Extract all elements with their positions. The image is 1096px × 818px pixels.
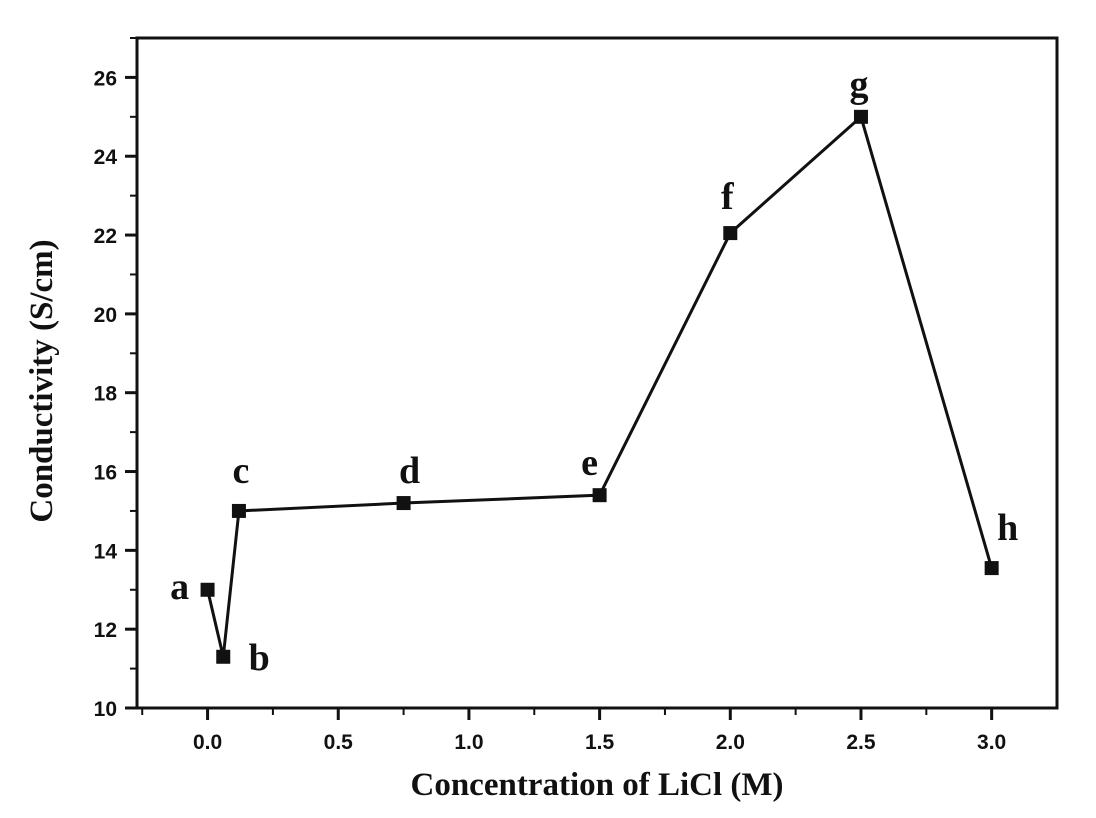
point-label: e [581,442,598,484]
point-label: g [849,64,868,106]
data-point-marker [723,226,738,241]
y-tick-label: 10 [94,698,117,721]
y-tick-label: 22 [94,225,117,248]
y-tick-label: 16 [94,462,117,485]
data-point-marker [216,649,231,664]
x-tick-label: 3.0 [977,731,1006,754]
x-axis-title: Concentration of LiCl (M) [410,767,783,803]
data-point-marker [231,503,246,518]
plot-frame [135,36,1059,710]
y-tick-label: 26 [94,67,117,90]
x-tick-label: 2.0 [716,731,745,754]
y-axis-title: Conductivity (S/cm) [24,239,60,522]
y-axis: 10 12 14 16 18 20 22 24 26 [94,37,137,721]
point-label: h [997,507,1018,549]
data-point-marker [853,109,868,124]
point-label: a [170,566,189,608]
x-tick-label: 1.0 [454,731,483,754]
x-tick-label: 0.5 [324,731,354,754]
data-point-marker [200,582,215,597]
x-tick-label: 2.5 [846,731,876,754]
point-label: b [249,637,270,679]
point-label: c [232,450,249,492]
y-tick-label: 24 [94,146,118,169]
point-label: d [399,450,420,492]
x-tick-label: 0.0 [193,731,222,754]
data-series: a b c d e f g h [170,64,1018,679]
y-tick-label: 20 [94,304,117,327]
series-line [206,114,994,658]
data-point-marker [984,561,999,576]
y-tick-label: 12 [94,619,117,642]
y-tick-label: 14 [94,540,118,563]
x-axis: 0.0 0.5 1.0 1.5 2.0 2.5 3.0 [141,708,1006,754]
data-point-marker [592,488,607,503]
x-tick-label: 1.5 [585,731,615,754]
data-point-marker [396,496,411,511]
point-label: f [721,176,735,218]
y-tick-label: 18 [94,383,118,406]
